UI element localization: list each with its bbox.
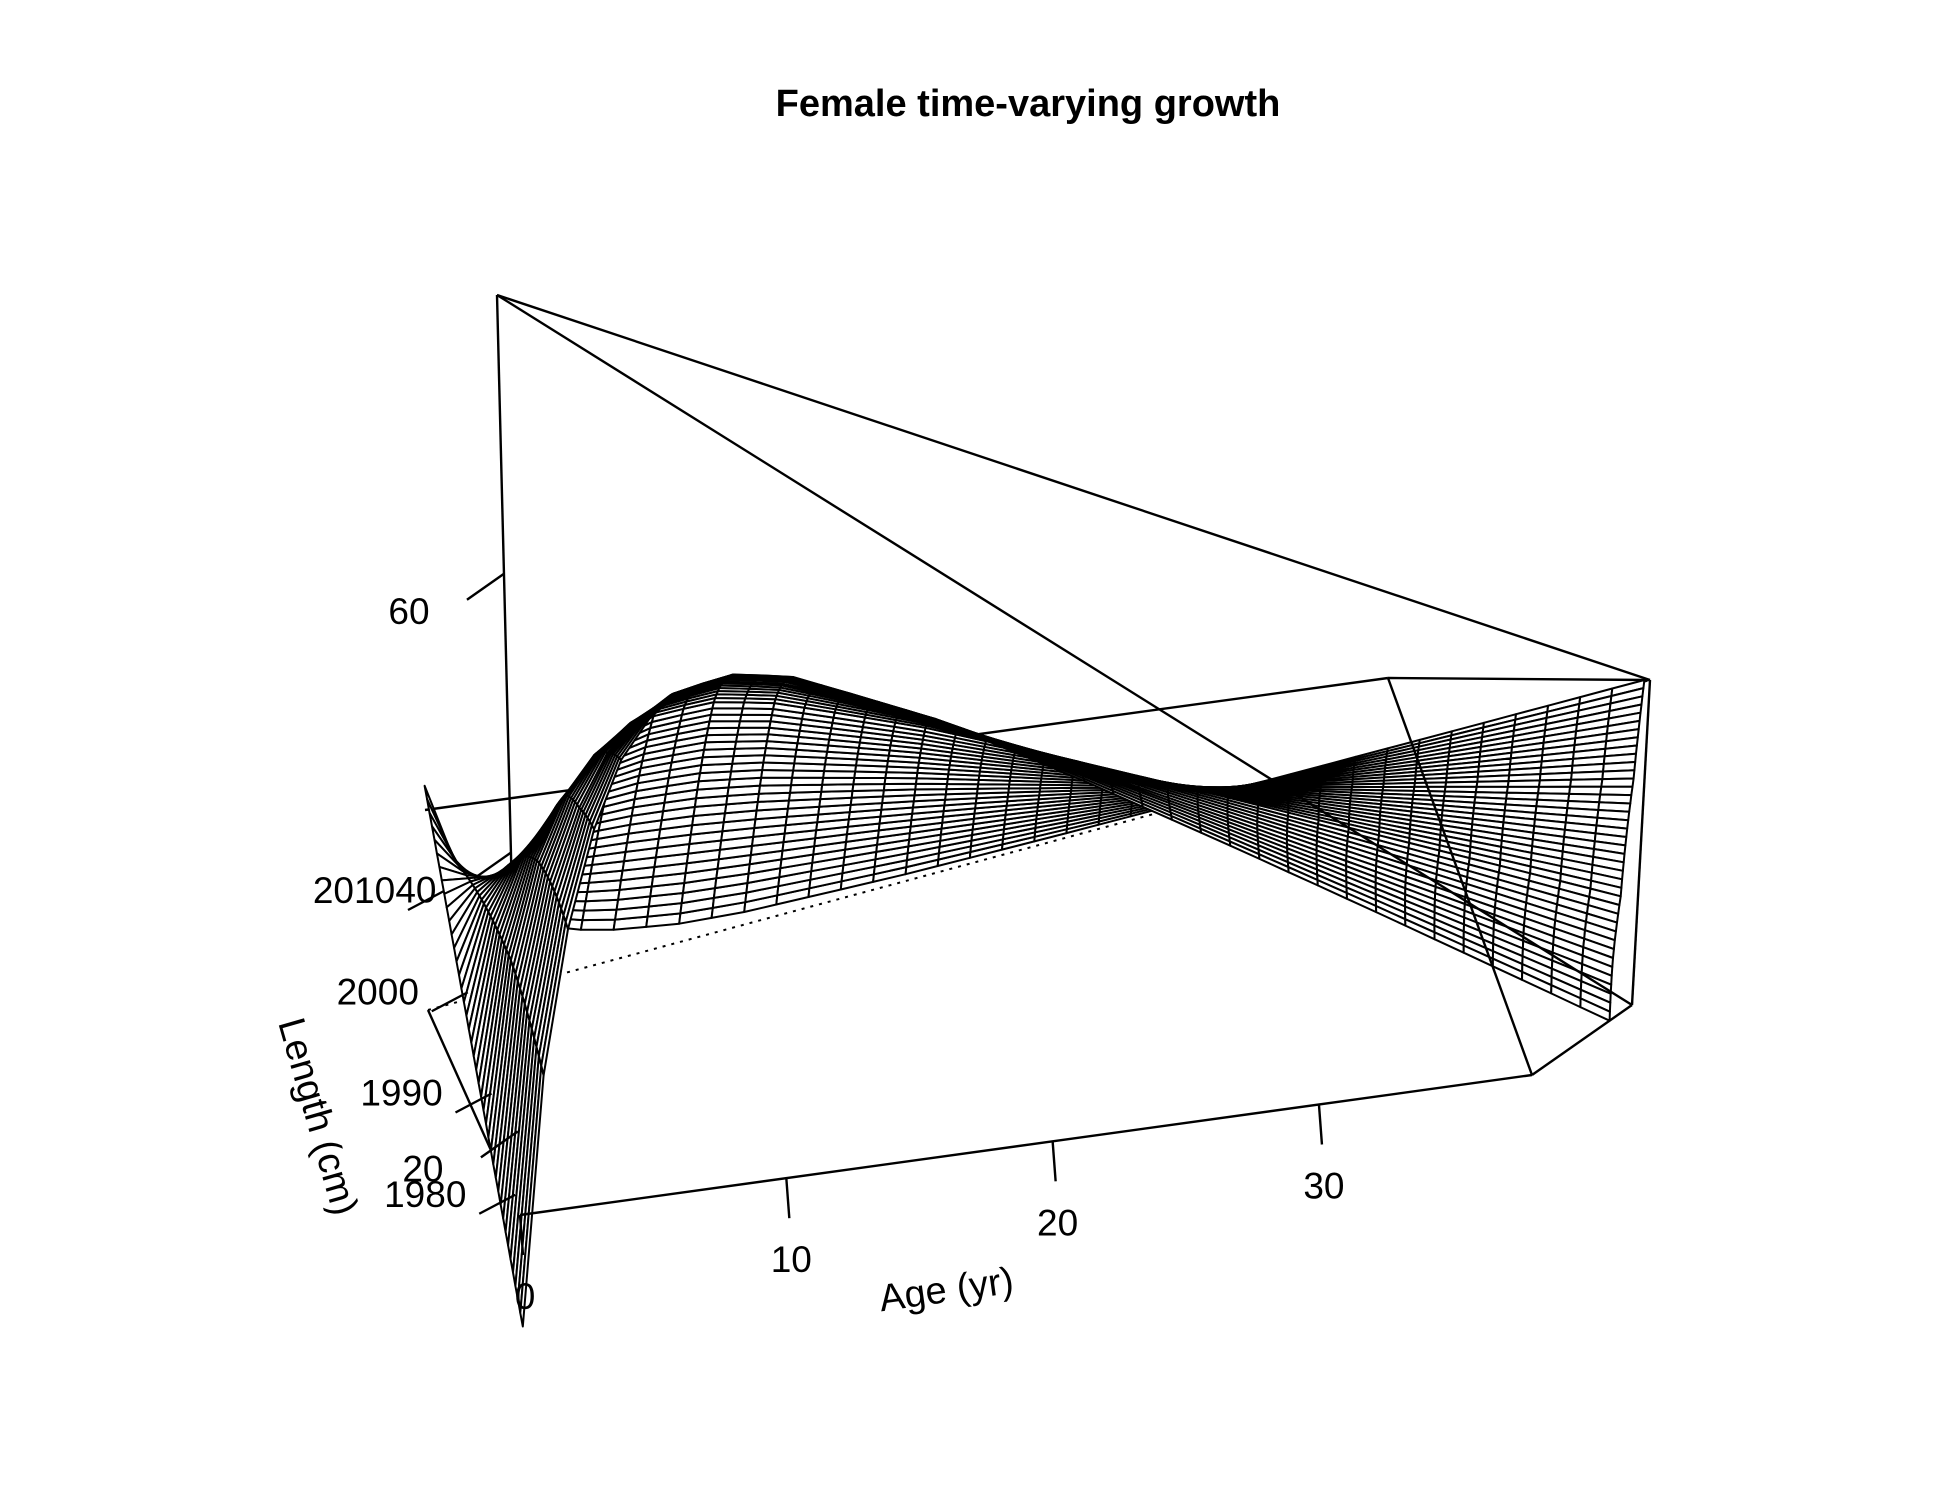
surface-facet (1579, 997, 1611, 1022)
x-tick-label: 30 (1303, 1165, 1344, 1206)
z-axis: 20 40 60 (388, 572, 519, 1189)
surface-facet (579, 918, 617, 931)
surface-mesh (423, 673, 1646, 1328)
y-axis: 1980 1990 2000 2010 (313, 870, 516, 1215)
z-tick-label: 20 (402, 1148, 443, 1189)
x-tick-label: 20 (1037, 1202, 1078, 1243)
box-edge (1386, 677, 1534, 1076)
x-tick (518, 1214, 525, 1256)
z-tick-label: 60 (388, 591, 429, 632)
z-tick (480, 1130, 519, 1159)
box-edge (496, 293, 1651, 682)
x-axis-label: Age (yr) (876, 1260, 1016, 1320)
z-tick (466, 572, 505, 601)
surface-facet (790, 776, 825, 787)
z-axis-label: Length (cm) (269, 1013, 365, 1219)
surface-facet (732, 673, 765, 677)
chart-title: Female time-varying growth (776, 83, 1281, 125)
y-tick (431, 991, 469, 1013)
plot-box-front (496, 293, 1652, 1217)
z-tick (473, 851, 512, 880)
y-tick (478, 1193, 516, 1215)
x-axis: 0 10 20 30 (515, 1104, 1345, 1317)
y-tick-label: 1990 (360, 1073, 442, 1114)
box-edge (1531, 1004, 1633, 1076)
box-edge (519, 1073, 1533, 1217)
surface-facet (1569, 778, 1604, 788)
box-edge (1630, 679, 1652, 1006)
y-tick-label: 2000 (337, 971, 419, 1012)
x-tick (785, 1178, 791, 1219)
surface-facet (759, 776, 794, 787)
y-tick (407, 889, 445, 912)
surface-facet (1600, 777, 1635, 788)
box-edge (496, 293, 1633, 1007)
y-tick-label: 1980 (384, 1174, 466, 1215)
x-tick-label: 0 (515, 1276, 536, 1317)
box-edge (1387, 676, 1651, 682)
y-tick (454, 1092, 493, 1114)
y-tick-label: 2010 (313, 870, 395, 911)
x-tick (1317, 1104, 1324, 1145)
z-tick-label: 40 (395, 870, 436, 911)
x-tick (1051, 1141, 1057, 1182)
x-tick-label: 10 (771, 1239, 812, 1280)
